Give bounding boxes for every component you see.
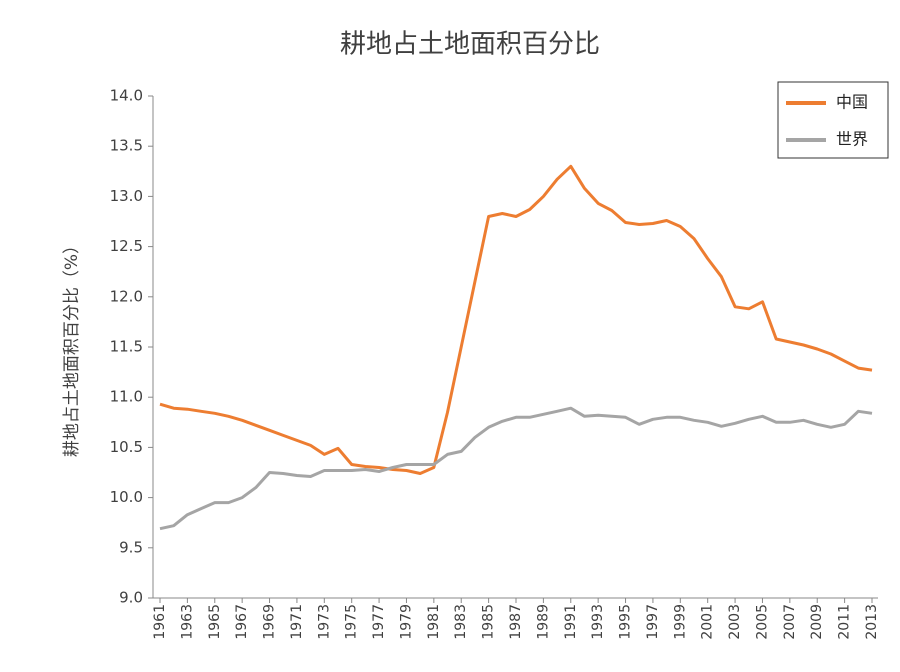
x-tick-label: 1973 [316,604,332,640]
x-tick-label: 1975 [344,604,360,640]
x-tick-label: 1969 [262,604,278,640]
x-tick-label: 1981 [426,604,442,640]
x-tick-label: 1993 [590,604,606,640]
y-tick-label: 12.0 [110,287,143,305]
y-tick-label: 10.0 [110,488,143,506]
y-tick-label: 13.5 [110,137,143,155]
legend-box [777,81,889,159]
x-tick-label: 1977 [371,604,387,640]
x-tick-label: 2013 [864,604,880,640]
x-tick-label: 1979 [398,604,414,640]
y-axis-label: 耕地占土地面积百分比（%） [62,237,82,457]
line-series [159,164,873,475]
x-tick-label: 1961 [152,604,168,640]
x-tick-label: 1997 [645,604,661,640]
y-tick-label: 11.0 [110,388,143,406]
x-tick-label: 1999 [672,604,688,640]
x-tick-label: 2001 [700,604,716,640]
x-tick-label: 2005 [754,604,770,640]
x-tick-label: 1971 [289,604,305,640]
x-tick-label: 1985 [481,604,497,640]
y-tick-label: 9.0 [119,589,143,607]
x-tick-label: 2003 [727,604,743,640]
x-tick-label: 2009 [809,604,825,640]
y-tick-label: 12.5 [110,237,143,255]
legend-label: 中国 [836,93,868,112]
y-tick-label: 10.5 [110,438,143,456]
x-tick-label: 1987 [508,604,524,640]
x-tick-label: 1967 [234,604,250,640]
line-series [159,406,873,531]
x-tick-label: 1965 [207,604,223,640]
legend-label: 世界 [836,130,868,149]
y-tick-label: 14.0 [110,87,143,105]
x-tick-label: 1963 [179,604,195,640]
x-tick-label: 1995 [618,604,634,640]
x-tick-label: 1983 [453,604,469,640]
x-tick-label: 1989 [535,604,551,640]
y-tick-label: 11.5 [110,338,143,356]
chart-title: 耕地占土地面积百分比 [340,30,600,60]
y-tick-label: 9.5 [119,538,143,556]
x-tick-label: 1991 [563,604,579,640]
y-tick-label: 13.0 [110,187,143,205]
x-tick-label: 2007 [782,604,798,640]
x-tick-label: 2011 [837,604,853,640]
